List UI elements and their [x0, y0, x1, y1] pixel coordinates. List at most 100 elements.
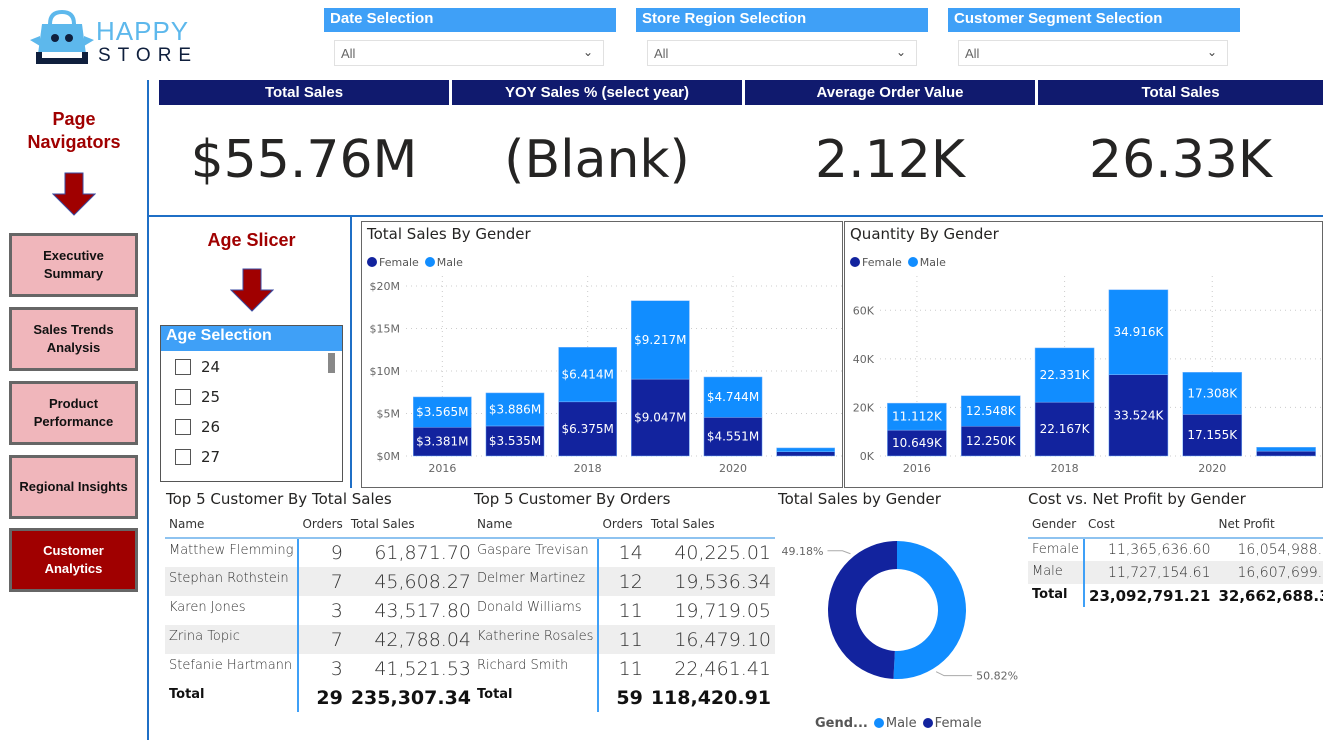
data-label: $3.886M [489, 402, 541, 416]
bar-male[interactable] [1182, 372, 1243, 415]
table-cell: 16,054,988.39 [1237, 542, 1323, 558]
column-header[interactable]: Gender [1028, 510, 1085, 539]
checkbox[interactable] [175, 389, 191, 405]
bar-female[interactable] [1108, 374, 1169, 457]
column-header[interactable]: Name [473, 510, 599, 539]
region-filter-dropdown[interactable]: All ⌄ [647, 40, 917, 66]
nav-regional-insights[interactable]: Regional Insights [9, 455, 138, 519]
bar-male[interactable] [960, 395, 1021, 427]
segment-filter-dropdown[interactable]: All ⌄ [958, 40, 1228, 66]
bar-female[interactable] [1034, 401, 1095, 457]
data-label: 22.331K [1040, 368, 1091, 382]
header-row: Name Orders Total Sales [473, 510, 776, 539]
legend-male[interactable]: Male [873, 716, 917, 731]
table-cell: 40,225.01 [674, 542, 772, 564]
top-orders-table: Name Orders Total Sales Gaspare Trevisan 14 4… [473, 510, 776, 712]
column-header[interactable]: Name [165, 510, 299, 539]
nav-executive-summary[interactable]: Executive Summary [9, 233, 138, 297]
chart-title: Total Sales By Gender [367, 225, 531, 243]
y-tick-label: 0K [860, 450, 875, 463]
bar-female[interactable] [776, 451, 835, 457]
table-cell: 7 [298, 567, 347, 596]
slice-male[interactable] [893, 541, 967, 679]
checkbox[interactable] [175, 359, 191, 375]
bar-female[interactable] [887, 429, 947, 457]
table-cell: 9 [330, 542, 343, 564]
legend-male[interactable]: Male [907, 256, 946, 269]
scrollbar[interactable] [328, 353, 335, 373]
table-cell: 43,517.80 [374, 599, 472, 622]
bar-female[interactable] [1256, 450, 1316, 457]
donut-title: Total Sales by Gender [778, 490, 941, 508]
bar-male[interactable] [1256, 447, 1316, 452]
age-option[interactable]: 27 [175, 448, 220, 466]
kpi-total-qty-label: Total Sales [1038, 80, 1323, 105]
region-filter-label: Store Region Selection [636, 8, 928, 32]
table-cell: 14 [618, 542, 643, 564]
kpi-yoy-value: (Blank) [504, 130, 690, 190]
bar-female[interactable] [558, 401, 617, 457]
divider [350, 215, 352, 488]
donut-legend: Gend... Male Female [815, 716, 982, 731]
chevron-down-icon: ⌄ [895, 45, 906, 59]
column-header[interactable]: Net Profit [1214, 510, 1323, 539]
top-orders-title: Top 5 Customer By Orders [474, 490, 671, 508]
bar-female[interactable] [703, 417, 763, 457]
table-cell: Zrina Topic [165, 625, 300, 654]
page-navigators-title: Page Navigators [27, 109, 121, 152]
table-cell: Delmer Martinez [473, 567, 600, 596]
chart-legend: Female Male [367, 256, 463, 269]
bar-male[interactable] [776, 447, 835, 453]
column-header[interactable]: Orders [598, 510, 647, 539]
nav-customer-analytics[interactable]: Customer Analytics [9, 528, 138, 592]
y-tick-label: $0M [377, 450, 401, 463]
table-row: Matthew Flemming 9 61,871.70 [165, 538, 475, 567]
bar-male[interactable] [1108, 289, 1169, 375]
column-header[interactable]: Orders [298, 510, 347, 539]
legend-male[interactable]: Male [424, 256, 463, 269]
table-cell: 11 [618, 599, 643, 622]
legend-female[interactable]: Female [367, 256, 419, 269]
bar-male[interactable] [1034, 347, 1095, 403]
bar-female[interactable] [960, 426, 1021, 457]
total-cell: 23,092,791.21 [1089, 586, 1211, 605]
y-tick-label: 60K [853, 304, 875, 317]
table-cell: 61,871.70 [374, 542, 472, 564]
data-label: 22.167K [1040, 422, 1091, 436]
region-filter-value: All [654, 46, 669, 61]
table-row: Stephan Rothstein 7 45,608.27 [165, 567, 476, 596]
table-row: Delmer Martinez 12 19,536.34 [473, 567, 776, 596]
column-header[interactable]: Total Sales [346, 510, 476, 539]
divider [147, 80, 149, 740]
nav-product-performance[interactable]: Product Performance [9, 381, 138, 445]
bar-male[interactable] [631, 300, 690, 380]
legend-female[interactable]: Female [922, 716, 982, 731]
table-cell: 11 [618, 657, 643, 680]
data-label: 12.548K [966, 404, 1017, 418]
age-option[interactable]: 24 [175, 358, 220, 376]
bar-male[interactable] [413, 396, 472, 428]
checkbox[interactable] [175, 419, 191, 435]
column-header[interactable]: Cost [1084, 510, 1215, 539]
bar-male[interactable] [485, 392, 545, 427]
date-filter-dropdown[interactable]: All ⌄ [334, 40, 604, 66]
nav-sales-trends[interactable]: Sales Trends Analysis [9, 307, 138, 371]
data-label: 33.524K [1113, 408, 1164, 422]
checkbox[interactable] [175, 449, 191, 465]
age-option[interactable]: 26 [175, 418, 220, 436]
table-cell: 16,607,699.99 [1214, 561, 1323, 584]
x-tick-label: 2016 [903, 462, 931, 475]
total-cell: 29 [316, 686, 343, 709]
age-option[interactable]: 25 [175, 388, 220, 406]
bar-male[interactable] [558, 347, 617, 403]
logo-text-store: STORE [98, 45, 199, 66]
slice-female[interactable] [828, 541, 897, 679]
y-tick-label: $20M [370, 280, 401, 293]
column-header[interactable]: Total Sales [646, 510, 776, 539]
bar-male[interactable] [887, 402, 947, 431]
bar-female[interactable] [1182, 414, 1243, 457]
legend-female[interactable]: Female [850, 256, 902, 269]
bar-male[interactable] [703, 376, 763, 418]
bar-female[interactable] [631, 378, 690, 457]
leader-line [827, 550, 851, 555]
